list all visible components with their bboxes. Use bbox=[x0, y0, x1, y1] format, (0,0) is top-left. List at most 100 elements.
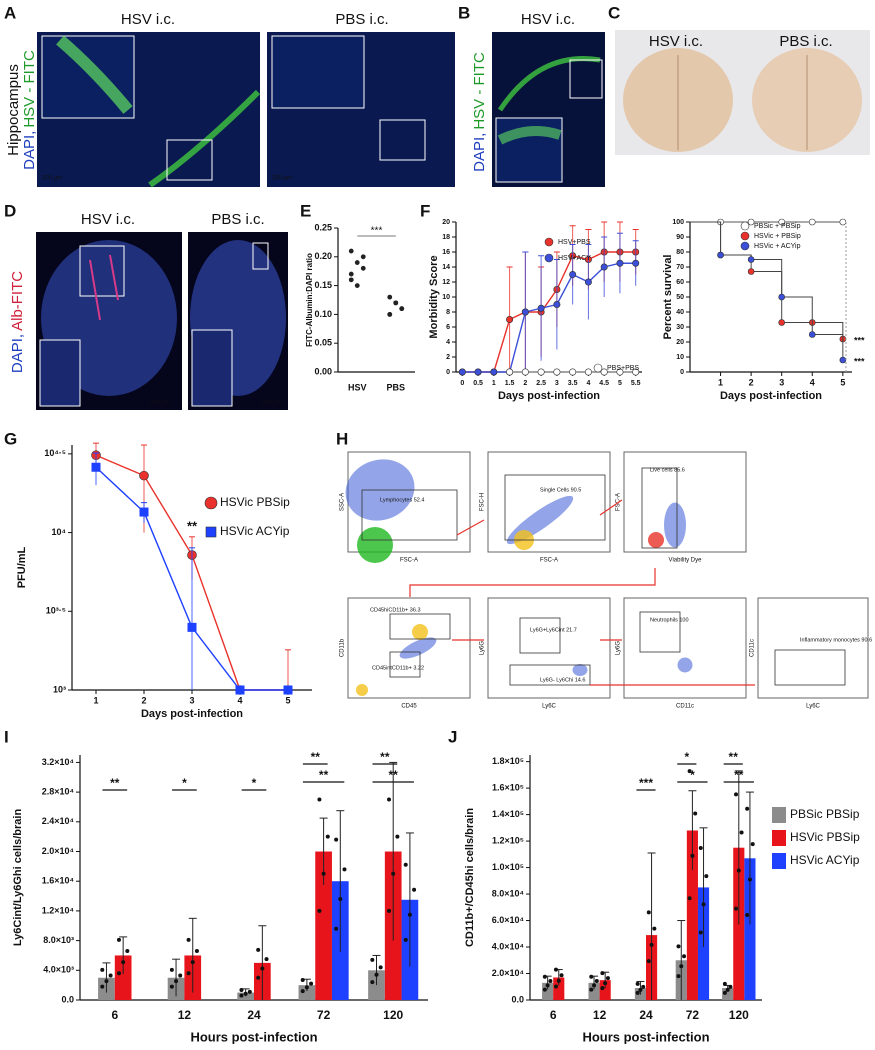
replicate-point bbox=[370, 957, 375, 962]
data-point bbox=[717, 251, 724, 259]
panel-label: G bbox=[4, 429, 17, 448]
panel-label: D bbox=[4, 201, 16, 220]
replicate-point bbox=[412, 887, 417, 892]
significance: * bbox=[684, 750, 689, 764]
replicate-point bbox=[169, 984, 174, 989]
panel-label: A bbox=[4, 3, 16, 22]
legend-label: HSVic ACYip bbox=[220, 524, 290, 538]
series-line bbox=[462, 251, 636, 373]
facs-axis-label: CD11c bbox=[676, 704, 694, 710]
legend-marker bbox=[740, 221, 750, 231]
x-tick-label: 3 bbox=[189, 695, 194, 705]
panel-label: J bbox=[448, 727, 457, 746]
replicate-point bbox=[338, 897, 343, 902]
data-point bbox=[778, 319, 785, 326]
column-title: HSV i.c. bbox=[121, 11, 175, 28]
y-tick-label: 2.4×10⁴ bbox=[42, 816, 74, 826]
y-tick-label: 8.0×10³ bbox=[43, 935, 74, 945]
replicate-point bbox=[635, 990, 640, 995]
x-tick-label: 0.5 bbox=[473, 380, 483, 387]
inset-box bbox=[252, 242, 269, 270]
y-tick-label: 60 bbox=[676, 279, 684, 286]
data-point bbox=[839, 356, 847, 364]
inset bbox=[191, 329, 233, 407]
replicate-point bbox=[687, 769, 692, 774]
x-tick-label: 5.5 bbox=[631, 380, 641, 387]
y-tick-label: 10³·⁵ bbox=[46, 606, 66, 616]
replicate-point bbox=[722, 990, 727, 995]
legend-label: HSVic + PBSip bbox=[754, 233, 801, 240]
x-tick-label: 2 bbox=[523, 380, 527, 387]
y-tick-label: 0.10 bbox=[314, 309, 332, 319]
replicate-point bbox=[108, 973, 113, 978]
x-tick-label: 72 bbox=[317, 1008, 331, 1022]
facs-gate bbox=[361, 489, 458, 541]
replicate-point bbox=[603, 981, 608, 986]
data-point bbox=[569, 270, 577, 278]
inset-box bbox=[569, 59, 603, 99]
scale-bar: 200 μm bbox=[42, 176, 62, 182]
x-axis-label: Hours post-infection bbox=[582, 1029, 709, 1044]
facs-events bbox=[677, 657, 693, 673]
y-tick-label: 4.0×10³ bbox=[43, 965, 74, 975]
legend-label: PBSic PBSip bbox=[790, 807, 860, 821]
data-point bbox=[584, 278, 592, 286]
replicate-point bbox=[542, 974, 547, 979]
replicate-point bbox=[239, 987, 244, 992]
replicate-point bbox=[334, 837, 339, 842]
y-tick-label: 0.0 bbox=[511, 994, 524, 1004]
replicate-point bbox=[116, 937, 121, 942]
replicate-point bbox=[256, 975, 261, 980]
column-title: PBS i.c. bbox=[779, 33, 832, 50]
inset-box bbox=[166, 139, 213, 181]
stain: Alb-FITC bbox=[9, 271, 26, 331]
inset bbox=[39, 339, 81, 407]
data-point bbox=[187, 622, 197, 632]
x-tick-label: 6 bbox=[550, 1008, 557, 1022]
x-axis-label: Hours post-infection bbox=[190, 1029, 317, 1044]
flow-arrow bbox=[456, 519, 485, 536]
y-axis-label: Morbidity Score bbox=[428, 255, 440, 338]
inset-box bbox=[79, 245, 125, 297]
facs-gate bbox=[389, 613, 451, 640]
x-tick-label: 3 bbox=[779, 377, 784, 387]
data-point bbox=[348, 248, 354, 254]
fitc-signal bbox=[497, 56, 601, 112]
y-tick-label: 1.6×10⁴ bbox=[42, 876, 74, 886]
replicate-point bbox=[239, 993, 244, 998]
legend-marker bbox=[740, 241, 750, 251]
y-tick-label: 0.00 bbox=[314, 366, 332, 376]
facs-gate-label: Inflammatory monocytes 90.6 bbox=[800, 637, 872, 643]
y-tick-label: 20 bbox=[442, 219, 450, 226]
facs-axis-label: Ly6C bbox=[806, 704, 820, 710]
x-tick-label: 5 bbox=[285, 695, 290, 705]
facs-gate-label: Ly6G+Ly6Cint 21.7 bbox=[530, 627, 577, 633]
replicate-point bbox=[407, 912, 412, 917]
x-tick-label: 24 bbox=[639, 1008, 653, 1022]
significance: * bbox=[690, 768, 695, 782]
data-point bbox=[354, 260, 360, 265]
y-tick-label: 1.2×10⁴ bbox=[42, 905, 74, 915]
bar bbox=[114, 955, 132, 1000]
y-tick-label: 18 bbox=[442, 234, 450, 241]
replicate-point bbox=[403, 937, 408, 942]
series-line bbox=[462, 262, 636, 373]
data-point bbox=[808, 218, 816, 226]
replicate-point bbox=[553, 967, 558, 972]
data-point bbox=[506, 315, 514, 323]
significance: * bbox=[182, 776, 187, 790]
legend-label: PBSic + PBSip bbox=[754, 223, 801, 230]
replicate-point bbox=[698, 930, 703, 935]
data-point bbox=[600, 263, 608, 271]
y-tick-label: 16 bbox=[442, 249, 450, 256]
facs-gate bbox=[774, 649, 846, 686]
x-tick-label: 0 bbox=[460, 380, 464, 387]
data-point bbox=[537, 368, 545, 376]
facs-axis-label: FSC-H bbox=[480, 493, 486, 511]
bar bbox=[542, 982, 554, 1000]
significance: ** bbox=[311, 750, 321, 764]
fitc-signal bbox=[497, 126, 562, 145]
data-point bbox=[393, 300, 399, 306]
facs-axis-label: Ly6G bbox=[616, 641, 622, 655]
significance: ** bbox=[729, 750, 739, 764]
